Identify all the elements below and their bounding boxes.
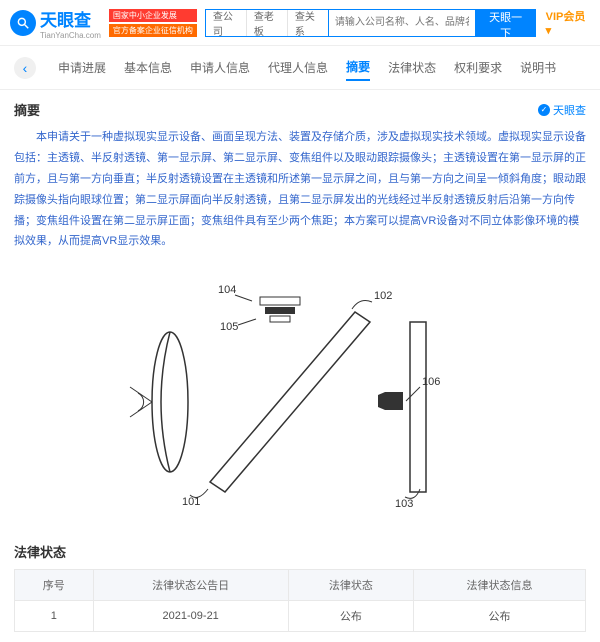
cell-date: 2021-09-21: [93, 601, 288, 632]
brand-dot-icon: ✓: [538, 104, 550, 116]
th-status: 法律状态: [288, 570, 413, 601]
tab-legal[interactable]: 法律状态: [388, 55, 436, 80]
legal-title: 法律状态: [14, 542, 66, 561]
header-badges: 国家中小企业发展 官方备案企业征信机构: [109, 9, 197, 37]
cell-status: 公布: [288, 601, 413, 632]
tab-abstract[interactable]: 摘要: [346, 54, 370, 81]
brand-name: 天眼查: [553, 102, 586, 118]
app-header: 天眼查 TianYanCha.com 国家中小企业发展 官方备案企业征信机构 查…: [0, 0, 600, 46]
tab-spec[interactable]: 说明书: [520, 55, 556, 80]
diagram-label-103: 103: [395, 498, 413, 510]
tab-agent[interactable]: 代理人信息: [268, 55, 328, 80]
diagram-label-106: 106: [422, 376, 440, 388]
abstract-text: 本申请关于一种虚拟现实显示设备、画面呈现方法、装置及存储介质，涉及虚拟现实技术领…: [14, 127, 586, 252]
diagram-label-101: 101: [182, 496, 200, 508]
search-bar: 查公司 查老板 查关系 天眼一下: [205, 8, 536, 38]
badge-2: 官方备案企业征信机构: [109, 24, 197, 37]
th-index: 序号: [15, 570, 94, 601]
logo[interactable]: 天眼查 TianYanCha.com: [10, 6, 101, 40]
abstract-title: 摘要: [14, 100, 40, 119]
tab-basic[interactable]: 基本信息: [124, 55, 172, 80]
cell-info: 公布: [414, 601, 586, 632]
patent-diagram: 101 102 103 104 105 106: [14, 262, 586, 522]
badge-1: 国家中小企业发展: [109, 9, 197, 22]
diagram-label-102: 102: [374, 290, 392, 302]
th-date: 法律状态公告日: [93, 570, 288, 601]
diagram-label-104: 104: [218, 284, 236, 296]
logo-subtext: TianYanCha.com: [40, 31, 101, 40]
th-info: 法律状态信息: [414, 570, 586, 601]
tab-claims[interactable]: 权利要求: [454, 55, 502, 80]
legal-status-table: 序号 法律状态公告日 法律状态 法律状态信息 1 2021-09-21 公布 公…: [14, 569, 586, 632]
detail-tabs: ‹ 申请进展 基本信息 申请人信息 代理人信息 摘要 法律状态 权利要求 说明书: [0, 46, 600, 90]
search-tab-company[interactable]: 查公司: [206, 10, 247, 36]
search-tab-boss[interactable]: 查老板: [247, 10, 288, 36]
search-category-tabs: 查公司 查老板 查关系: [205, 9, 329, 37]
abstract-section: 摘要 ✓ 天眼查 本申请关于一种虚拟现实显示设备、画面呈现方法、装置及存储介质，…: [0, 90, 600, 532]
brand-tag: ✓ 天眼查: [538, 102, 586, 118]
cell-index: 1: [15, 601, 94, 632]
table-row: 1 2021-09-21 公布 公布: [15, 601, 586, 632]
back-icon[interactable]: ‹: [14, 57, 36, 79]
tab-applicant[interactable]: 申请人信息: [190, 55, 250, 80]
logo-text: 天眼查: [40, 6, 101, 31]
search-input[interactable]: [329, 9, 476, 37]
legal-section: 法律状态 序号 法律状态公告日 法律状态 法律状态信息 1 2021-09-21…: [0, 532, 600, 642]
logo-icon: [10, 10, 36, 36]
vip-link[interactable]: VIP会员 ▾: [546, 8, 590, 37]
search-button[interactable]: 天眼一下: [476, 9, 536, 37]
search-tab-relation[interactable]: 查关系: [288, 10, 328, 36]
diagram-label-105: 105: [220, 321, 238, 333]
tab-progress[interactable]: 申请进展: [58, 55, 106, 80]
